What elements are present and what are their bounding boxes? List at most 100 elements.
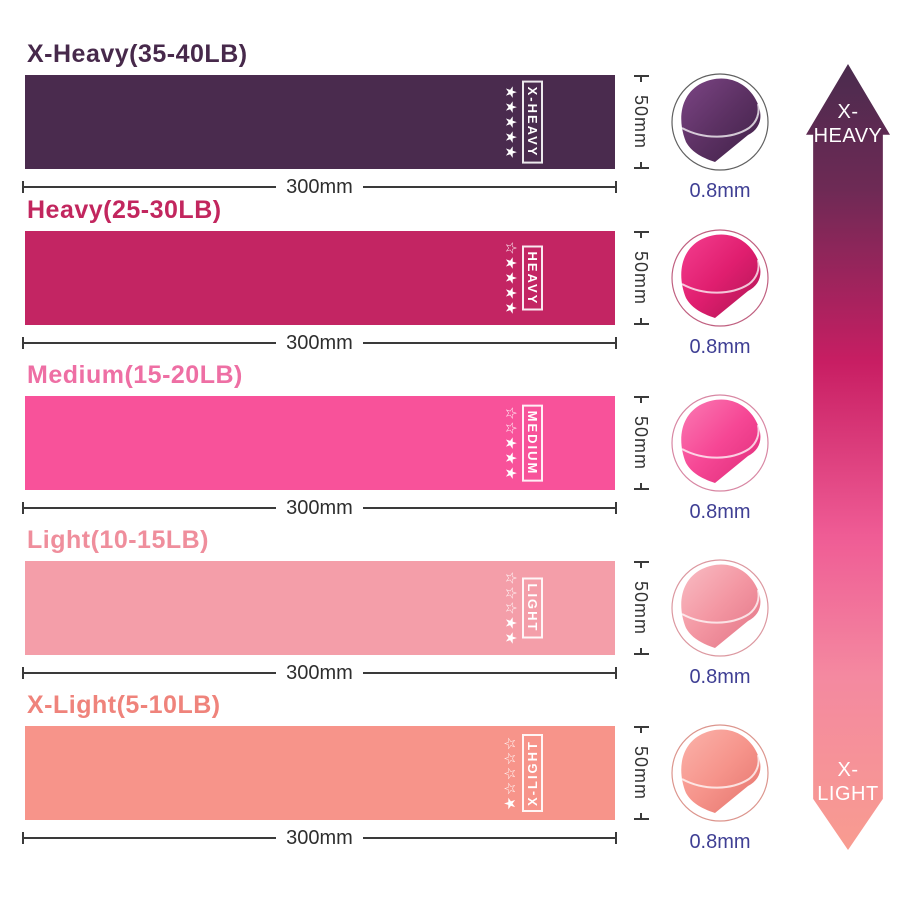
star-outline-icon: ☆ [501, 421, 519, 435]
thickness-label: 0.8mm [689, 336, 751, 358]
dimension-tick [633, 75, 649, 77]
star-filled-icon: ★ [501, 451, 519, 465]
star-rating: ☆ ☆ ☆ ☆ ★ [501, 736, 519, 811]
scale-top-label-line1: X- [837, 101, 859, 123]
dimension-tick [633, 561, 649, 563]
dimension-tick [633, 396, 649, 398]
resistance-band: ★ ★ ★ ★ ★ X-HEAVY [25, 75, 615, 169]
dimension-line [362, 342, 616, 344]
band-markings: ☆ ★ ★ ★ ★ HEAVY [501, 241, 543, 316]
dimension-tick [640, 563, 642, 568]
dimension-line [362, 507, 616, 509]
width-dimension-label: 50mm [631, 250, 651, 305]
star-outline-icon: ☆ [501, 406, 519, 420]
dimension-tick [22, 667, 24, 679]
dimension-tick [640, 728, 642, 733]
dimension-tick [633, 167, 649, 169]
width-dimension: 50mm [628, 75, 654, 169]
dimension-tick [640, 162, 642, 167]
dimension-line [24, 837, 277, 839]
length-dimension-label: 300mm [286, 826, 353, 849]
star-outline-icon: ☆ [501, 241, 519, 255]
band-markings: ☆ ☆ ☆ ☆ ★ X-LIGHT [501, 734, 543, 812]
thickness-photo [671, 559, 769, 657]
band-title: Light(10-15LB) [27, 526, 209, 554]
star-filled-icon: ★ [501, 466, 519, 480]
star-outline-icon: ☆ [501, 736, 519, 750]
thickness-label: 0.8mm [689, 666, 751, 688]
width-dimension-label: 50mm [631, 94, 651, 149]
dimension-line [362, 837, 616, 839]
dimension-line [362, 186, 616, 188]
band-name-tag: X-HEAVY [522, 80, 543, 164]
resistance-band: ☆ ★ ★ ★ ★ HEAVY [25, 231, 615, 325]
star-filled-icon: ★ [501, 796, 519, 810]
dimension-tick [615, 502, 618, 514]
band-title: Heavy(25-30LB) [27, 196, 222, 224]
star-filled-icon: ★ [501, 616, 519, 630]
dimension-tick [640, 648, 642, 653]
resistance-band: ☆ ☆ ☆ ★ ★ LIGHT [25, 561, 615, 655]
thickness-photo [671, 73, 769, 171]
star-filled-icon: ★ [501, 271, 519, 285]
length-dimension: 300mm [22, 496, 618, 520]
band-row-x-light: X-Light(5-10LB) ☆ ☆ ☆ ☆ ★ X-LIGHT 50mm 300mm [0, 691, 790, 853]
star-filled-icon: ★ [501, 631, 519, 645]
band-markings: ★ ★ ★ ★ ★ X-HEAVY [501, 80, 543, 164]
resistance-band: ☆ ☆ ★ ★ ★ MEDIUM [25, 396, 615, 490]
dimension-tick [633, 726, 649, 728]
scale-bottom-label: X- LIGHT [806, 758, 890, 806]
length-dimension: 300mm [22, 331, 618, 355]
band-markings: ☆ ☆ ☆ ★ ★ LIGHT [501, 571, 543, 646]
width-dimension-label: 50mm [631, 415, 651, 470]
scale-top-label: X- HEAVY [806, 100, 890, 148]
star-rating: ☆ ☆ ★ ★ ★ [501, 406, 519, 481]
thickness-photo [671, 394, 769, 492]
star-filled-icon: ★ [501, 130, 519, 144]
dimension-tick [640, 398, 642, 403]
star-outline-icon: ☆ [501, 571, 519, 585]
star-outline-icon: ☆ [501, 766, 519, 780]
length-dimension-label: 300mm [286, 331, 353, 354]
dimension-line [24, 342, 277, 344]
dimension-tick [633, 653, 649, 655]
band-markings: ☆ ☆ ★ ★ ★ MEDIUM [501, 404, 543, 482]
star-outline-icon: ☆ [501, 586, 519, 600]
width-dimension: 50mm [628, 561, 654, 655]
band-row-medium: Medium(15-20LB) ☆ ☆ ★ ★ ★ MEDIUM 50mm 300mm [0, 361, 790, 523]
thickness-label: 0.8mm [689, 831, 751, 853]
width-dimension-label: 50mm [631, 580, 651, 635]
dimension-line [24, 507, 277, 509]
width-dimension: 50mm [628, 396, 654, 490]
dimension-tick [615, 337, 618, 349]
band-name-tag: HEAVY [522, 245, 543, 311]
width-dimension: 50mm [628, 231, 654, 325]
scale-bottom-label-line1: X- [837, 759, 859, 781]
star-rating: ★ ★ ★ ★ ★ [501, 84, 519, 159]
star-filled-icon: ★ [501, 85, 519, 99]
band-title: X-Light(5-10LB) [27, 691, 221, 719]
star-filled-icon: ★ [501, 256, 519, 270]
dimension-tick [22, 832, 24, 844]
band-name-tag: MEDIUM [522, 404, 543, 482]
dimension-line [362, 672, 616, 674]
star-filled-icon: ★ [501, 115, 519, 129]
dimension-tick [633, 488, 649, 490]
dimension-tick [633, 323, 649, 325]
star-outline-icon: ☆ [501, 781, 519, 795]
star-filled-icon: ★ [501, 301, 519, 315]
star-filled-icon: ★ [501, 286, 519, 300]
dimension-tick [640, 813, 642, 818]
star-rating: ☆ ☆ ☆ ★ ★ [501, 571, 519, 646]
band-row-x-heavy: X-Heavy(35-40LB) ★ ★ ★ ★ ★ X-HEAVY 50mm 300m… [0, 40, 790, 202]
band-name-tag: LIGHT [522, 577, 543, 639]
length-dimension-label: 300mm [286, 175, 353, 198]
star-filled-icon: ★ [501, 436, 519, 450]
star-outline-icon: ☆ [501, 751, 519, 765]
length-dimension-label: 300mm [286, 661, 353, 684]
thickness-label: 0.8mm [689, 501, 751, 523]
scale-bottom-label-line2: LIGHT [817, 783, 879, 805]
width-dimension-label: 50mm [631, 745, 651, 800]
dimension-tick [615, 667, 618, 679]
